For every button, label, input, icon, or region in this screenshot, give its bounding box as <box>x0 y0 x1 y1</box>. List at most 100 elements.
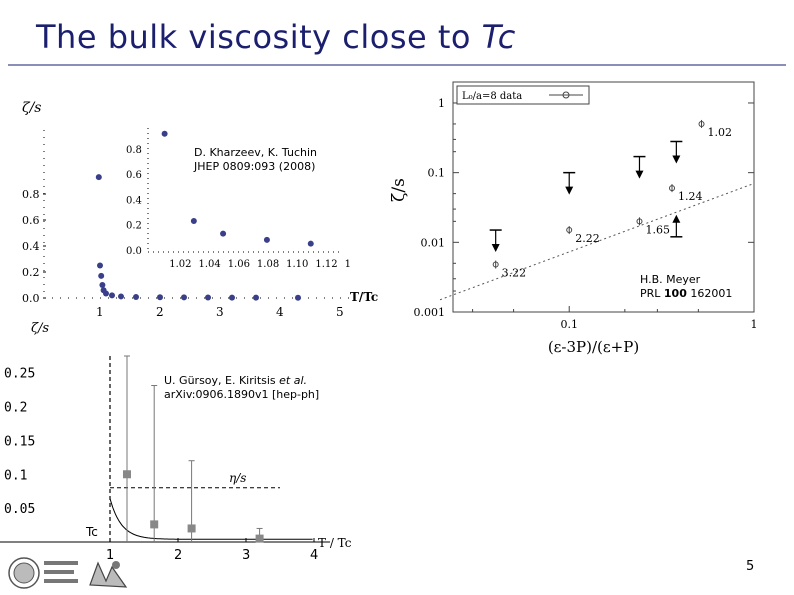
y-tick-label: 0.2 <box>22 266 40 279</box>
legend-label: L₀/a=8 data <box>462 91 522 102</box>
x-axis-label: T / Tc <box>318 536 352 550</box>
logo-mark <box>89 561 128 588</box>
data-point-label: 1.24 <box>678 190 703 203</box>
y-axis-label: ζ/s <box>389 178 409 202</box>
y-tick-label: 0.15 <box>4 434 35 449</box>
annotation-gursoy-authors: U. Gürsoy, E. Kiritsis et al. <box>164 374 308 387</box>
inset-y-tick-label: 0.4 <box>126 195 142 206</box>
x-tick-label: 1 <box>106 548 114 563</box>
x-tick-label: 4 <box>276 305 284 319</box>
inset-data-point <box>190 217 197 224</box>
data-point <box>253 294 259 301</box>
upper-limit-arrow <box>672 155 681 164</box>
y-axis-label: ζ/s <box>22 100 42 116</box>
y-tick-label: 0.1 <box>428 167 446 180</box>
chart-kharzeev: ζ/s 0.0 0.2 0.4 0.6 0.8 1 2 3 4 5 T/Tc 0.8 0.6 0.4 0.2 0… <box>22 100 378 319</box>
y-tick-label: 0.1 <box>4 468 27 483</box>
title-underline <box>8 64 786 66</box>
inset-x-tick-label: 1.10 <box>286 259 308 270</box>
y-tick-label: 0.01 <box>421 236 446 249</box>
chart-meyer: 1 0.1 0.01 0.001 0.1 1 (ε-3P)/(ε+P) ζ/s L₀/a=8 d… <box>389 81 758 356</box>
data-point <box>698 120 705 127</box>
x-tick-label: 3 <box>216 305 224 319</box>
annotation-kharzeev: D. Kharzeev, K. Tuchin JHEP 0809:093 (20… <box>194 146 317 174</box>
y-tick-label: 1 <box>438 97 445 110</box>
inset-x-tick-label: 1.08 <box>257 259 279 270</box>
y-tick-label: 0.25 <box>4 367 35 382</box>
inset-data-point <box>307 240 314 247</box>
annotation-meyer: H.B. Meyer PRL 100 162001 <box>640 273 732 301</box>
seal-circle <box>8 557 40 589</box>
annotation-gursoy-ref: arXiv:0906.1890v1 [hep-ph] <box>164 388 320 401</box>
logo-dot <box>112 561 120 569</box>
annotation-kharzeev-ref: JHEP 0809:093 (2008) <box>194 160 316 173</box>
data-point <box>123 470 131 479</box>
x-tick-label: 5 <box>336 305 344 319</box>
upper-limit-arrow <box>565 186 574 195</box>
annotation-kharzeev-authors: D. Kharzeev, K. Tuchin <box>194 146 317 159</box>
y-tick-label: 0.05 <box>4 502 35 517</box>
seal-text-block-1 <box>44 561 78 565</box>
y-tick-label: 0.4 <box>22 240 40 253</box>
data-point <box>255 534 264 543</box>
data-point-label: 2.22 <box>575 232 600 245</box>
legend-box <box>456 85 590 105</box>
data-point <box>103 290 109 297</box>
data-point <box>118 293 124 300</box>
zeta-curve <box>109 498 313 540</box>
data-point <box>181 294 187 301</box>
data-point-label: 1.02 <box>708 126 733 139</box>
x-tick-label: 4 <box>310 548 318 563</box>
university-seal-logo <box>8 557 78 589</box>
annotation-meyer-author: H.B. Meyer <box>640 273 701 286</box>
inset-data-point <box>220 230 227 237</box>
seal-text-block-2 <box>44 570 74 574</box>
x-tick-label: 1 <box>751 318 758 331</box>
x-tick-label: 3 <box>242 548 250 563</box>
data-point-label: 1.65 <box>645 223 670 236</box>
chart-gursoy: ζ/s 0.25 0.2 0.15 0.1 0.05 1 2 3 4T / Tc Tc η/s <box>0 321 352 563</box>
plot-frame <box>452 81 755 313</box>
inset-y-tick-label: 0.0 <box>126 246 142 257</box>
inset-x-tick-label: 1 <box>345 259 351 270</box>
inset-y-tick-label: 0.2 <box>126 221 142 232</box>
data-point <box>669 185 676 192</box>
inset-x-tick-label: 1.06 <box>228 259 250 270</box>
slide-title: The bulk viscosity close to Tc <box>36 18 516 56</box>
y-tick-label: 0.8 <box>22 188 40 201</box>
data-point <box>97 262 103 269</box>
inset-data-point <box>161 130 168 137</box>
y-axis-label: ζ/s <box>31 321 49 336</box>
legend-marker <box>562 91 570 99</box>
eta-over-s-label: η/s <box>229 471 246 485</box>
x-tick-label: 2 <box>156 305 164 319</box>
inset-x-tick-label: 1.04 <box>198 259 220 270</box>
title-text: The bulk viscosity close to <box>36 18 482 56</box>
annotation-gursoy: U. Gürsoy, E. Kiritsis et al. arXiv:0906… <box>164 374 319 402</box>
data-point <box>205 294 211 301</box>
data-point <box>95 174 102 181</box>
data-point <box>109 292 115 299</box>
y-tick-label: 0.6 <box>22 214 40 227</box>
x-axis-label: T/Tc <box>350 290 378 304</box>
x-tick-label: 1 <box>96 305 104 319</box>
title-tc: Tc <box>481 18 516 56</box>
data-point <box>229 294 235 301</box>
x-tick-label: 2 <box>174 548 182 563</box>
inset-y-tick-label: 0.6 <box>126 170 142 181</box>
data-point <box>157 294 163 301</box>
inset-x-tick-label: 1.12 <box>315 259 337 270</box>
data-point <box>492 261 499 268</box>
x-axis-label: (ε-3P)/(ε+P) <box>548 338 639 356</box>
reference-line <box>439 182 755 301</box>
seal-text-block-3 <box>44 579 78 583</box>
data-point <box>636 218 643 225</box>
lower-limit-arrow <box>672 214 681 223</box>
inset-x-tick-label: 1.02 <box>169 259 191 270</box>
tc-label: Tc <box>85 525 98 539</box>
annotation-meyer-ref: PRL 100 162001 <box>640 287 733 300</box>
data-point <box>295 294 301 301</box>
inset-data-point <box>263 236 270 243</box>
data-point <box>98 272 105 279</box>
data-point <box>150 520 159 529</box>
